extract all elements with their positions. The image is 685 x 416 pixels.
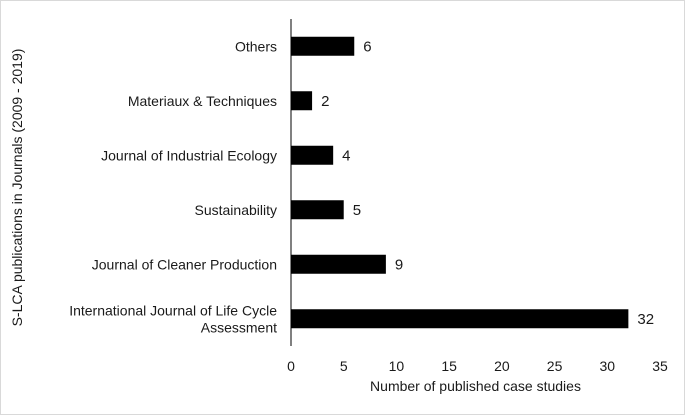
category-labels-group: Others Materiaux & Techniques Journal of I… — [69, 38, 277, 335]
bar — [291, 145, 334, 165]
category-label-line: Journal of Cleaner Production — [92, 256, 277, 272]
category-label-line: International Journal of Life Cycle — [69, 302, 277, 318]
data-label: 32 — [637, 311, 654, 328]
x-tick-label: 15 — [441, 358, 457, 374]
x-axis-title: Number of published case studies — [370, 378, 581, 394]
data-labels-group: 6 2 4 5 9 32 — [321, 38, 654, 328]
category-label-line: Assessment — [201, 319, 277, 335]
x-tick-label: 0 — [287, 358, 295, 374]
bar — [291, 200, 344, 220]
category-label: Materiaux & Techniques — [128, 93, 277, 109]
x-tick-label: 20 — [494, 358, 510, 374]
x-tick-label: 25 — [547, 358, 563, 374]
data-label: 6 — [363, 38, 371, 55]
category-label: Sustainability — [195, 202, 278, 218]
category-label: Others — [235, 38, 277, 54]
bar — [291, 91, 313, 111]
y-axis-title: S-LCA publications in Journals (2009 - 2… — [9, 49, 25, 327]
bar — [291, 309, 629, 329]
category-label-line: Sustainability — [195, 202, 278, 218]
bar — [291, 36, 355, 56]
x-tick-label: 35 — [652, 358, 668, 374]
category-label: International Journal of Life Cycle Asses… — [69, 302, 277, 335]
category-label: Journal of Industrial Ecology — [101, 147, 277, 163]
x-tick-label: 30 — [599, 358, 615, 374]
data-label: 4 — [342, 147, 350, 164]
x-tick-label: 5 — [340, 358, 348, 374]
data-label: 2 — [321, 93, 329, 110]
x-tick-label: 10 — [389, 358, 405, 374]
category-label: Journal of Cleaner Production — [92, 256, 277, 272]
category-label-line: Materiaux & Techniques — [128, 93, 277, 109]
bar — [291, 254, 386, 274]
category-label-line: Others — [235, 38, 277, 54]
data-label: 9 — [395, 256, 403, 273]
category-label-line: Journal of Industrial Ecology — [101, 147, 277, 163]
data-label: 5 — [353, 202, 361, 219]
bars-group — [291, 36, 629, 329]
x-tick-labels-group: 0 5 10 15 20 25 30 35 — [287, 358, 668, 374]
